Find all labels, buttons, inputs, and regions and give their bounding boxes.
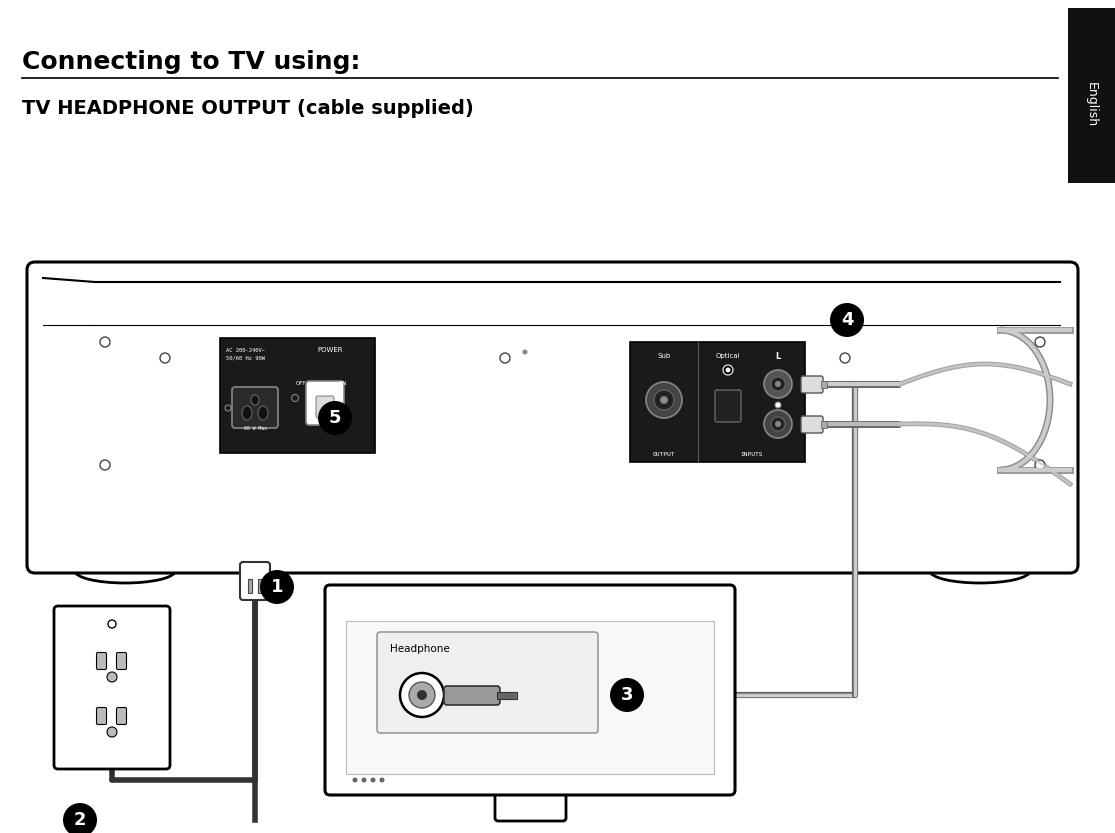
Bar xyxy=(497,692,517,699)
Text: Sub: Sub xyxy=(658,353,670,359)
Circle shape xyxy=(260,570,294,604)
FancyBboxPatch shape xyxy=(377,632,598,733)
FancyBboxPatch shape xyxy=(495,787,566,821)
FancyBboxPatch shape xyxy=(97,652,107,670)
Text: Headphone: Headphone xyxy=(390,644,449,654)
Bar xyxy=(630,342,805,462)
FancyBboxPatch shape xyxy=(316,396,334,418)
Circle shape xyxy=(64,803,97,833)
Circle shape xyxy=(500,353,510,363)
Circle shape xyxy=(100,337,110,347)
FancyBboxPatch shape xyxy=(116,707,126,725)
Circle shape xyxy=(318,401,352,435)
Circle shape xyxy=(330,353,340,363)
Circle shape xyxy=(660,396,668,404)
Text: AC 200-240V~: AC 200-240V~ xyxy=(226,347,265,352)
Circle shape xyxy=(775,402,780,408)
FancyBboxPatch shape xyxy=(116,652,126,670)
FancyBboxPatch shape xyxy=(54,606,169,769)
Text: Optical: Optical xyxy=(716,353,740,359)
Circle shape xyxy=(1035,460,1045,470)
FancyBboxPatch shape xyxy=(715,390,741,422)
Text: ON: ON xyxy=(339,381,347,386)
Bar xyxy=(346,621,714,774)
Circle shape xyxy=(291,395,299,402)
FancyBboxPatch shape xyxy=(801,376,823,393)
Text: 50/60 Hz 90W: 50/60 Hz 90W xyxy=(226,356,265,361)
FancyBboxPatch shape xyxy=(444,686,500,705)
Text: OUTPUT: OUTPUT xyxy=(652,451,676,456)
Bar xyxy=(1068,8,1115,183)
Circle shape xyxy=(610,678,644,712)
Circle shape xyxy=(379,777,385,782)
FancyBboxPatch shape xyxy=(306,381,345,425)
Text: TV HEADPHONE OUTPUT (cable supplied): TV HEADPHONE OUTPUT (cable supplied) xyxy=(22,98,474,117)
Circle shape xyxy=(225,405,231,411)
Text: 4: 4 xyxy=(841,311,853,329)
FancyBboxPatch shape xyxy=(27,262,1078,573)
Bar xyxy=(821,421,827,428)
Text: 3: 3 xyxy=(621,686,633,704)
Text: OFF: OFF xyxy=(295,381,307,386)
Ellipse shape xyxy=(258,406,268,420)
Ellipse shape xyxy=(251,395,259,405)
Ellipse shape xyxy=(75,559,175,583)
Circle shape xyxy=(775,421,780,427)
Circle shape xyxy=(830,303,864,337)
Circle shape xyxy=(100,460,110,470)
Text: INPUTS: INPUTS xyxy=(740,451,764,456)
Ellipse shape xyxy=(930,559,1030,583)
Circle shape xyxy=(400,673,444,717)
Bar xyxy=(258,579,262,593)
Circle shape xyxy=(108,620,116,628)
Circle shape xyxy=(361,777,367,782)
FancyBboxPatch shape xyxy=(801,416,823,433)
FancyBboxPatch shape xyxy=(232,387,278,428)
Circle shape xyxy=(352,777,358,782)
Text: English: English xyxy=(1085,82,1098,127)
Text: 5: 5 xyxy=(329,409,341,427)
Circle shape xyxy=(107,672,117,682)
Circle shape xyxy=(840,353,850,363)
Bar xyxy=(248,579,252,593)
Text: L: L xyxy=(775,352,780,361)
Circle shape xyxy=(770,377,785,391)
Circle shape xyxy=(107,727,117,737)
Text: 60 W Max: 60 W Max xyxy=(243,426,266,431)
Text: POWER: POWER xyxy=(318,347,342,353)
Text: Connecting to TV using:: Connecting to TV using: xyxy=(22,50,360,74)
Circle shape xyxy=(1035,337,1045,347)
Circle shape xyxy=(417,690,427,700)
Circle shape xyxy=(764,370,792,398)
Text: 2: 2 xyxy=(74,811,86,829)
Circle shape xyxy=(775,381,780,387)
Text: 1: 1 xyxy=(271,578,283,596)
Circle shape xyxy=(409,682,435,708)
FancyBboxPatch shape xyxy=(97,707,107,725)
Bar xyxy=(220,338,375,453)
Circle shape xyxy=(370,777,376,782)
FancyBboxPatch shape xyxy=(240,562,270,600)
Circle shape xyxy=(159,353,169,363)
Circle shape xyxy=(670,353,680,363)
Circle shape xyxy=(655,390,673,410)
FancyBboxPatch shape xyxy=(324,585,735,795)
Bar xyxy=(821,381,827,388)
Circle shape xyxy=(646,382,682,418)
Ellipse shape xyxy=(242,406,252,420)
Circle shape xyxy=(764,410,792,438)
Circle shape xyxy=(523,350,527,355)
Circle shape xyxy=(723,365,733,375)
Circle shape xyxy=(726,367,730,372)
Circle shape xyxy=(770,417,785,431)
